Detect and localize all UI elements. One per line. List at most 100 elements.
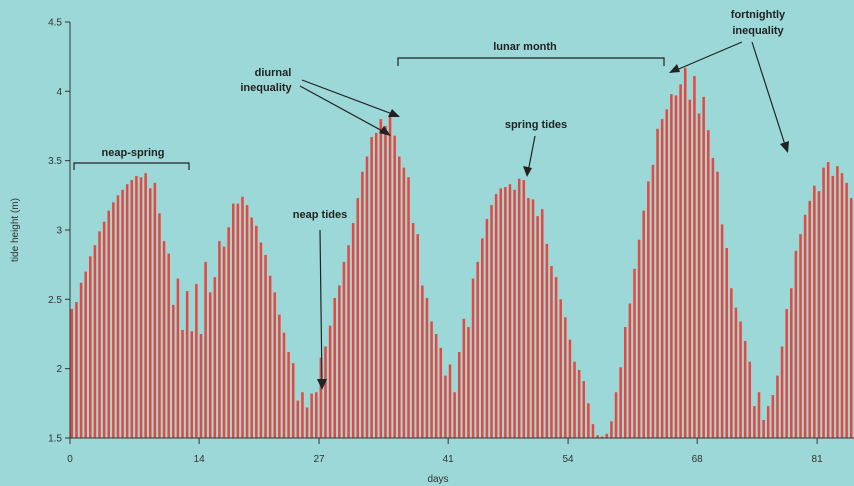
tide-bar bbox=[315, 392, 318, 438]
tide-bar bbox=[568, 339, 572, 438]
tide-bar bbox=[448, 364, 452, 438]
tide-bar bbox=[660, 119, 664, 439]
neap-tides-arrowhead bbox=[317, 379, 327, 390]
tide-bar bbox=[291, 363, 295, 438]
neap-tides-label: neap tides bbox=[293, 209, 347, 221]
tide-bar bbox=[780, 346, 784, 438]
tide-bar bbox=[794, 250, 798, 438]
x-tick-label: 27 bbox=[313, 454, 325, 465]
tide-bar bbox=[504, 187, 507, 438]
tide-bar bbox=[628, 303, 632, 438]
tide-bar bbox=[536, 216, 539, 438]
tide-bar bbox=[762, 419, 765, 438]
y-tick-label: 1.5 bbox=[48, 434, 62, 445]
tide-bar bbox=[822, 167, 825, 438]
tide-bar bbox=[651, 164, 655, 438]
tide-bar bbox=[564, 317, 567, 438]
tide-bar bbox=[716, 171, 719, 438]
tide-bar bbox=[356, 198, 360, 438]
tide-bar bbox=[416, 234, 419, 438]
arrowheads bbox=[317, 64, 789, 390]
tide-bar bbox=[310, 393, 313, 438]
x-tick-label: 0 bbox=[67, 454, 73, 465]
diurnal-arrow-line-1 bbox=[301, 79, 396, 116]
tide-bar bbox=[245, 205, 249, 438]
tide-bar bbox=[674, 95, 678, 438]
diurnal-arrowhead-1 bbox=[388, 109, 400, 117]
neap-spring-bracket bbox=[73, 162, 190, 170]
tide-bar bbox=[849, 198, 853, 438]
tide-bar bbox=[342, 261, 346, 438]
tide-bar bbox=[559, 299, 562, 438]
tide-bar bbox=[826, 162, 830, 438]
tide-bar bbox=[411, 223, 415, 438]
tide-bar bbox=[125, 184, 129, 438]
tide-bar bbox=[476, 261, 479, 438]
tide-bar bbox=[278, 314, 281, 438]
tide-bar bbox=[457, 352, 461, 438]
spring-tides-label: spring tides bbox=[505, 119, 567, 131]
tide-bar bbox=[813, 185, 816, 438]
tide-bar bbox=[139, 177, 143, 438]
fortnightly-arrowhead-1 bbox=[669, 64, 680, 73]
fortnightly-arrow-line-1 bbox=[673, 41, 743, 72]
y-axis-title: tide height (m) bbox=[10, 198, 21, 262]
y-tick-label: 3.5 bbox=[48, 156, 62, 167]
tide-bar bbox=[112, 202, 115, 438]
tide-bar bbox=[734, 307, 738, 438]
y-tick-label: 4 bbox=[56, 87, 62, 98]
tide-bar bbox=[338, 285, 341, 438]
tide-bar bbox=[831, 175, 835, 439]
tide-bar bbox=[222, 246, 226, 438]
tide-bar bbox=[264, 254, 267, 438]
tide-bar bbox=[402, 167, 406, 438]
tide-bar bbox=[250, 217, 253, 438]
tide-bar bbox=[398, 156, 401, 439]
tide-bar bbox=[347, 245, 350, 438]
tide-bar bbox=[531, 199, 535, 438]
tide-bar bbox=[121, 189, 124, 438]
diurnal-arrowhead-2 bbox=[379, 126, 391, 136]
tide-bar bbox=[670, 94, 673, 439]
tide-bar bbox=[361, 171, 364, 438]
tide-bar bbox=[776, 375, 779, 438]
tide-bar bbox=[743, 340, 747, 438]
tide-bar bbox=[600, 436, 604, 438]
tide-bar bbox=[439, 347, 443, 438]
y-tick-label: 2 bbox=[56, 364, 62, 375]
tide-bar bbox=[388, 116, 392, 438]
tide-bar bbox=[162, 241, 166, 438]
tide-bar bbox=[642, 210, 645, 438]
tide-bar bbox=[144, 173, 147, 438]
spring-tides-arrow-line bbox=[527, 135, 536, 173]
fortnightly-arrowhead-2 bbox=[780, 141, 789, 153]
tide-bar bbox=[227, 227, 230, 438]
tide-bar bbox=[803, 214, 807, 438]
x-tick-label: 14 bbox=[194, 454, 206, 465]
tide-bar bbox=[333, 297, 336, 438]
x-tick-label: 81 bbox=[812, 454, 824, 465]
tide-bar bbox=[554, 277, 558, 438]
tide-bar bbox=[591, 424, 595, 438]
axes bbox=[69, 22, 854, 439]
diurnal-label-line2: inequality bbox=[240, 82, 292, 94]
tide-bar bbox=[236, 203, 240, 438]
tide-bar bbox=[753, 406, 756, 438]
tide-bar bbox=[817, 191, 821, 438]
lunar-month-label: lunar month bbox=[493, 41, 557, 53]
tide-bar bbox=[370, 137, 373, 439]
annotations bbox=[73, 41, 787, 386]
tide-bar bbox=[614, 392, 618, 438]
tide-bar bbox=[462, 318, 466, 438]
tide-bar bbox=[430, 321, 433, 438]
y-tick-label: 4.5 bbox=[48, 18, 62, 29]
tide-bar bbox=[499, 188, 503, 438]
tide-bar bbox=[185, 291, 189, 438]
tide-bar bbox=[637, 239, 641, 438]
x-tick-label: 68 bbox=[692, 454, 704, 465]
tide-bar bbox=[679, 84, 682, 439]
x-tick-label: 41 bbox=[443, 454, 455, 465]
tide-bar bbox=[379, 119, 383, 439]
tide-bar bbox=[255, 225, 258, 438]
